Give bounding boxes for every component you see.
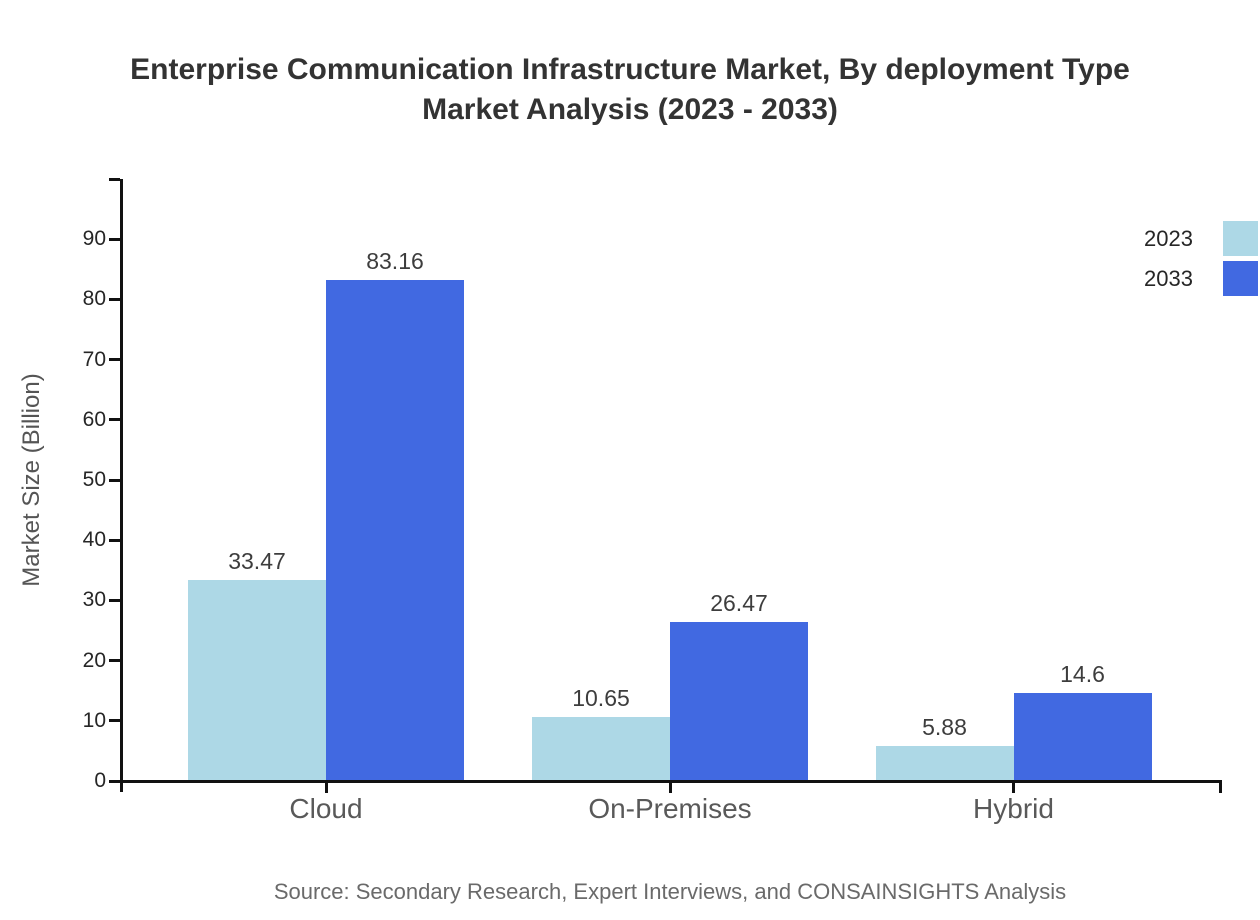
y-tick-label-80: 80: [82, 287, 106, 311]
bar-value-label: 5.88: [922, 713, 967, 740]
x-tick-on-premises: [668, 780, 672, 793]
bar-2023-cloud: [188, 579, 326, 781]
bar-value-label: 14.6: [1060, 661, 1105, 688]
y-tick-label-70: 70: [82, 347, 106, 371]
x-tick-hybrid: [1012, 780, 1015, 793]
bar-2023-hybrid: [875, 745, 1014, 781]
source-note: Source: Secondary Research, Expert Inter…: [273, 879, 1067, 904]
y-tick-label-60: 60: [82, 407, 106, 431]
bar-2033-hybrid: [1013, 693, 1152, 781]
y-axis-line: [120, 179, 123, 792]
y-tick-label-10: 10: [82, 708, 106, 732]
y-tick-50: [109, 478, 120, 482]
y-tick-label-50: 50: [82, 468, 106, 491]
y-tick-label-40: 40: [82, 528, 106, 552]
bar-2033-on-premises: [670, 621, 808, 781]
y-tick-10: [109, 719, 120, 723]
category-label-cloud: Cloud: [289, 793, 363, 824]
legend-label: 2023: [1144, 225, 1193, 251]
y-tick-100: [109, 177, 120, 181]
y-tick-label-20: 20: [82, 648, 106, 672]
legend-item-2023: 2023: [1144, 221, 1258, 256]
y-tick-70: [109, 358, 120, 362]
y-tick-0: [109, 779, 120, 783]
category-label-hybrid: Hybrid: [973, 793, 1054, 824]
category-label-on-premises: On-Premises: [588, 793, 752, 824]
y-tick-label-0: 0: [94, 769, 106, 792]
y-tick-label-30: 30: [82, 588, 106, 612]
chart-title-line-2: Market Analysis (2023 - 2033): [422, 93, 838, 126]
y-axis-label: Market Size (Billion): [18, 373, 45, 587]
bar-2023-on-premises: [532, 716, 670, 781]
x-axis-end-cap: [1219, 780, 1222, 793]
legend-item-2033: 2033: [1144, 261, 1258, 296]
y-tick-90: [109, 237, 120, 241]
legend-swatch-2033: [1223, 261, 1258, 296]
chart-title-line-1: Enterprise Communication Infrastructure …: [130, 53, 1130, 86]
y-tick-30: [109, 598, 120, 602]
y-tick-80: [109, 297, 120, 301]
y-tick-20: [109, 659, 120, 663]
legend: 2023 2033: [1144, 221, 1258, 301]
bar-2033-cloud: [326, 280, 464, 781]
bar-value-label: 10.65: [572, 684, 630, 711]
y-tick-label-90: 90: [82, 227, 106, 251]
chart-title: Enterprise Communication Infrastructure …: [0, 50, 1260, 130]
x-tick-cloud: [324, 780, 328, 793]
y-tick-60: [109, 418, 120, 422]
bar-value-label: 83.16: [366, 248, 424, 275]
legend-swatch-2023: [1223, 221, 1258, 256]
legend-label: 2033: [1144, 265, 1193, 291]
bar-value-label: 33.47: [228, 547, 286, 574]
bar-value-label: 26.47: [710, 589, 768, 616]
y-tick-40: [109, 538, 120, 542]
